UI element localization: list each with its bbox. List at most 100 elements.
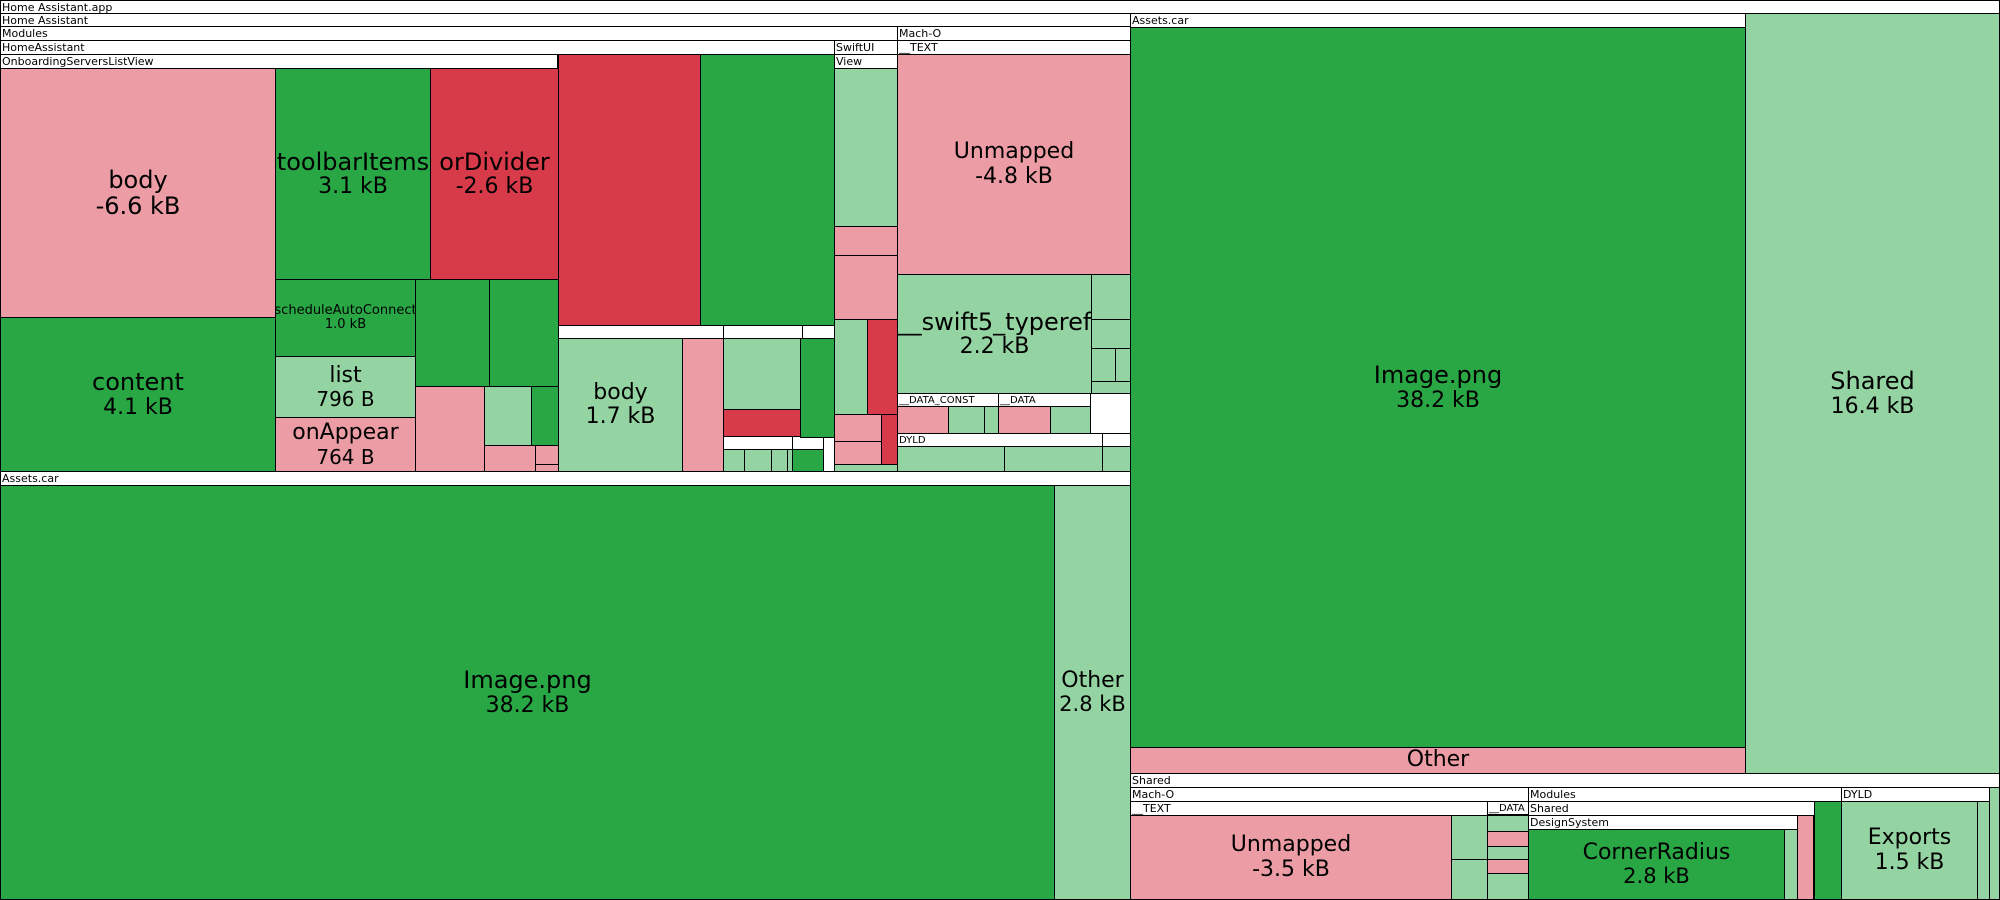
treemap-cell: CornerRadius 2.8 kB [1528, 829, 1785, 900]
treemap-cell-value: -2.6 kB [455, 174, 534, 200]
treemap-group-header: DYLD [897, 433, 1131, 447]
treemap-cell-label: Unmapped -3.5 kB [1230, 832, 1352, 882]
treemap-cell [1487, 859, 1529, 874]
treemap-cell-label: Image.png 38.2 kB [1374, 362, 1502, 413]
treemap-cell [723, 409, 803, 437]
treemap-cell [834, 226, 898, 256]
treemap-cell [834, 68, 898, 227]
treemap-cell [484, 445, 536, 472]
treemap-cell: Exports 1.5 kB [1841, 801, 1978, 900]
treemap-cell [834, 319, 868, 415]
treemap-cell [897, 446, 1005, 472]
treemap-cell [1451, 815, 1489, 860]
treemap-group-header: __DATA_CONST [897, 393, 999, 407]
treemap-cell: Image.png 38.2 kB [0, 485, 1055, 900]
treemap-cell-value: 796 B [316, 387, 375, 412]
treemap-cell: Other 2.8 kB [1054, 485, 1131, 900]
treemap-cell [881, 414, 898, 465]
treemap-cell [531, 386, 559, 446]
treemap-cell-label: onAppear 764 B [292, 421, 398, 468]
treemap-cell [1102, 446, 1131, 472]
treemap-cell [834, 255, 898, 320]
treemap-cell [792, 449, 824, 472]
treemap-group-header [723, 436, 793, 450]
treemap-group-header [1102, 433, 1131, 447]
treemap-cell-value: 38.2 kB [485, 692, 570, 718]
treemap-cell [682, 338, 724, 472]
treemap-cell: body -6.6 kB [0, 68, 276, 318]
treemap-cell [558, 54, 701, 326]
treemap-cell-value: -3.5 kB [1252, 856, 1330, 882]
treemap-cell-label: body -6.6 kB [95, 166, 181, 220]
treemap-cell: list 796 B [275, 356, 416, 418]
treemap-cell [415, 386, 485, 472]
treemap-cell-label: CornerRadius 2.8 kB [1582, 839, 1731, 889]
treemap-cell-label: Unmapped -4.8 kB [954, 140, 1074, 189]
treemap-cell [489, 279, 559, 387]
treemap-cell-label: toolbarItems 3.1 kB [276, 147, 430, 200]
treemap-cell [1050, 406, 1091, 434]
treemap-group-header [792, 436, 824, 450]
treemap-cell-label: list 796 B [316, 362, 375, 412]
treemap-cell-label: orDivider -2.6 kB [439, 148, 549, 200]
treemap-cell [1091, 381, 1131, 394]
treemap-cell-value: 1.7 kB [585, 404, 656, 429]
treemap-cell: Image.png 38.2 kB [1130, 27, 1746, 748]
treemap-cell-name: Unmapped [1230, 832, 1352, 858]
treemap-cell [771, 449, 788, 472]
treemap-cell [484, 386, 532, 446]
treemap-cell-label: Exports 1.5 kB [1867, 825, 1952, 875]
treemap-cell-label: __swift5_typeref 2.2 kB [898, 308, 1091, 360]
treemap-cell [998, 406, 1051, 434]
treemap-cell-name: body [593, 379, 648, 405]
treemap-cell-label: Other [1407, 748, 1469, 772]
treemap-cell [1989, 787, 2000, 900]
treemap-cell-label: Image.png 38.2 kB [463, 667, 591, 718]
treemap-cell-value: 16.4 kB [1830, 393, 1915, 419]
treemap-cell-value: 38.2 kB [1396, 387, 1480, 413]
treemap-cell-name: CornerRadius [1582, 839, 1731, 865]
treemap-cell: orDivider -2.6 kB [430, 68, 559, 280]
treemap-cell [948, 406, 985, 434]
treemap-cell [1091, 274, 1131, 320]
treemap-cell [1797, 815, 1814, 900]
treemap-cell: content 4.1 kB [0, 317, 276, 472]
treemap-cell [1091, 319, 1131, 349]
treemap-cell: body 1.7 kB [558, 338, 683, 472]
treemap-cell-value: -6.6 kB [95, 192, 181, 220]
treemap-cell-name: list [329, 362, 362, 388]
treemap-cell-name: Image.png [463, 666, 592, 695]
treemap-cell-name: scheduleAutoConnect [275, 302, 416, 318]
treemap-group-header: __DATA [1487, 801, 1529, 815]
treemap-cell [415, 279, 490, 387]
treemap-cell-name: toolbarItems [276, 147, 430, 176]
treemap-cell: Unmapped -3.5 kB [1130, 815, 1452, 900]
treemap-cell-value: 2.8 kB [1059, 692, 1126, 717]
treemap-group-header: __DATA [998, 393, 1091, 407]
treemap-cell [897, 406, 949, 434]
treemap-cell-name: content [92, 368, 184, 397]
treemap-cell-value: 2.8 kB [1623, 864, 1690, 889]
treemap-cell-name: Other [1406, 747, 1470, 773]
treemap-cell: Unmapped -4.8 kB [897, 54, 1131, 275]
treemap-cell: Shared 16.4 kB [1745, 13, 2000, 774]
treemap-cell-value: -4.8 kB [975, 163, 1053, 189]
treemap-cell-value: 4.1 kB [103, 394, 173, 420]
treemap-cell [1814, 801, 1842, 900]
treemap-cell [1784, 829, 1798, 900]
treemap-cell [834, 414, 882, 442]
treemap-cell [984, 406, 999, 434]
treemap-cell-value: 3.1 kB [318, 174, 388, 200]
treemap-cell [867, 319, 898, 415]
treemap-cell [834, 441, 882, 465]
treemap-cell [1487, 873, 1529, 900]
treemap-cell [1115, 348, 1131, 382]
treemap-cell-label: body 1.7 kB [585, 379, 656, 429]
treemap-cell-label: scheduleAutoConnect 1.0 kB [275, 302, 416, 333]
treemap-cell-label: Shared 16.4 kB [1830, 368, 1915, 419]
treemap-cell-name: Exports [1867, 825, 1952, 851]
treemap-group-header [558, 325, 724, 339]
treemap-cell-value: 1.0 kB [324, 317, 367, 332]
treemap-cell [1004, 446, 1103, 472]
